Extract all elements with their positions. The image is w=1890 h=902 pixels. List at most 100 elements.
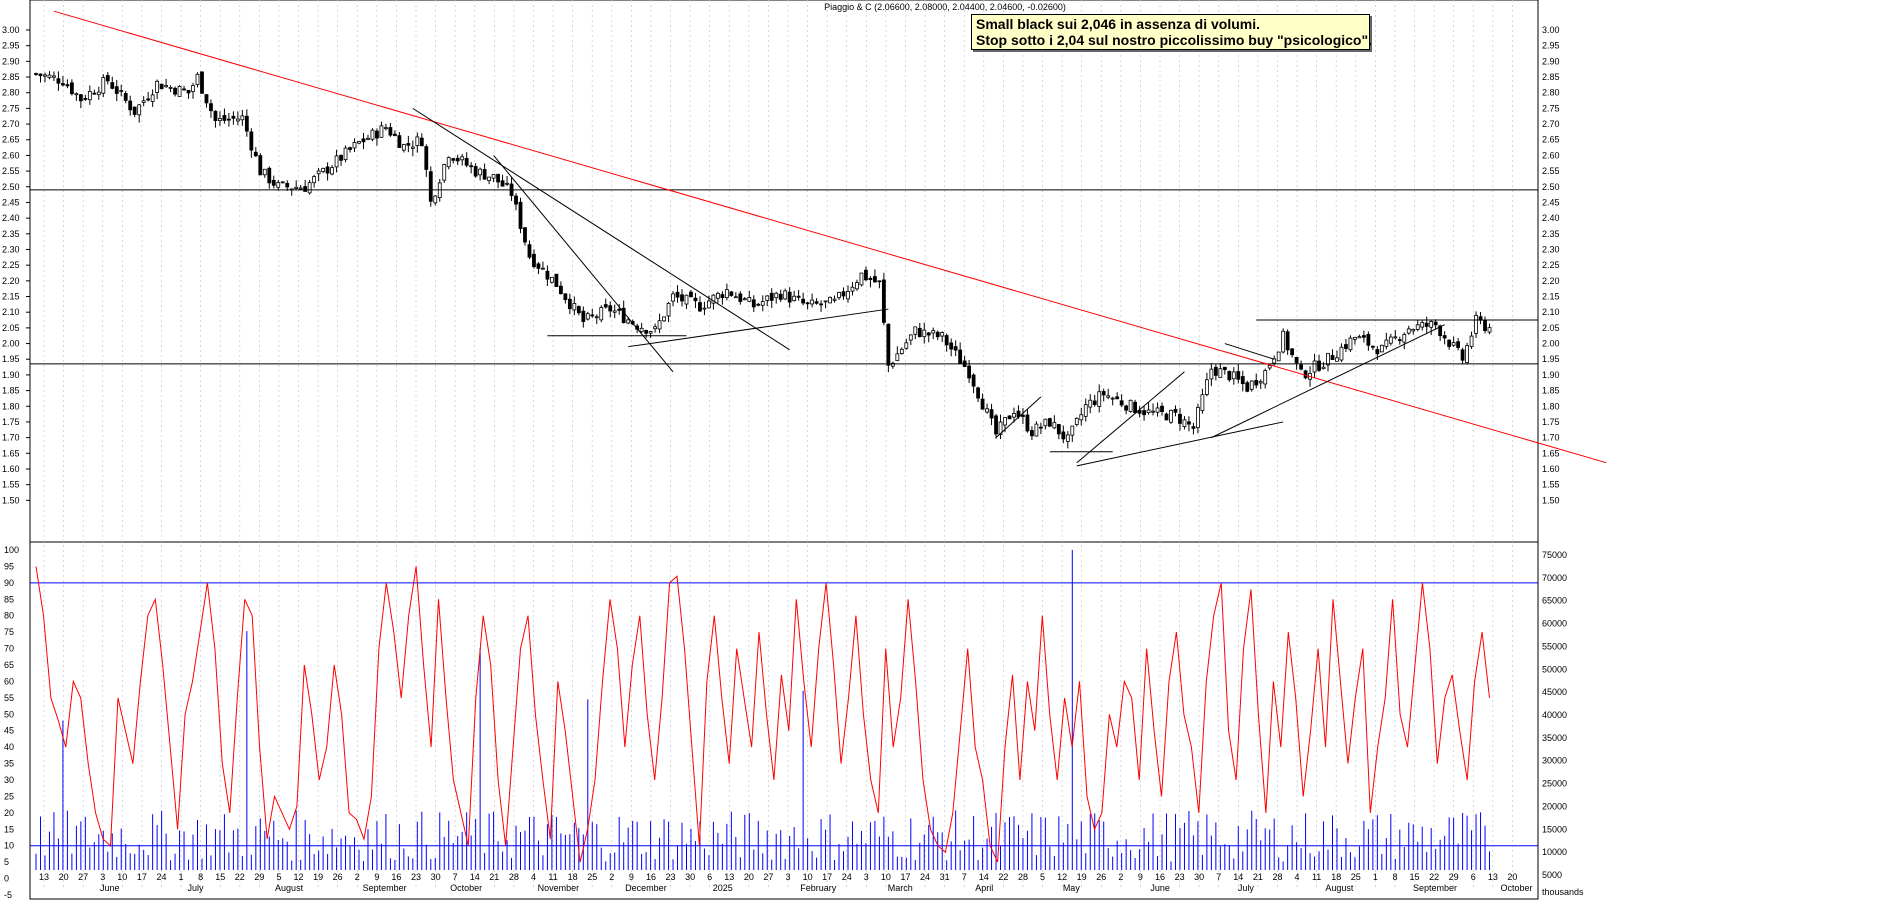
oscillator-axis-label: 100 — [4, 545, 19, 555]
candle-down — [1330, 355, 1335, 360]
price-axis-label-left: 2.15 — [2, 292, 20, 302]
price-axis-label-left: 1.50 — [2, 495, 20, 505]
candle-down — [303, 186, 308, 192]
candle-down — [1366, 333, 1371, 346]
candle-up — [895, 353, 900, 362]
candle-down — [182, 88, 186, 91]
candle-up — [316, 170, 321, 175]
candle-up — [1052, 422, 1057, 429]
candle-up — [410, 146, 415, 149]
candle-down — [222, 115, 227, 121]
candle-up — [1348, 337, 1353, 351]
candle-down — [455, 157, 460, 162]
candle-down — [608, 305, 613, 312]
grid — [26, 0, 1539, 900]
candle-down — [200, 71, 204, 94]
candle-up — [357, 141, 361, 144]
candle-down — [576, 306, 581, 314]
candle-down — [819, 303, 823, 306]
candle-down — [128, 100, 133, 111]
candle-down — [1213, 366, 1218, 376]
candle-up — [837, 292, 841, 298]
x-tick-label: 4 — [531, 872, 536, 882]
black-trendline — [1076, 421, 1284, 467]
candle-up — [765, 295, 770, 301]
black-trendline — [628, 308, 889, 348]
candle-down — [38, 73, 43, 77]
candle-down — [886, 323, 891, 366]
candle-down — [796, 295, 801, 298]
candle-down — [1397, 339, 1402, 342]
x-tick-label: 7 — [962, 872, 967, 882]
x-tick-label: 28 — [1018, 872, 1028, 882]
candle-down — [231, 115, 236, 119]
x-tick-label: 9 — [629, 872, 634, 882]
candle-down — [1137, 409, 1142, 414]
candle-down — [590, 314, 595, 317]
black-trendline — [1211, 324, 1445, 439]
x-tick-label: 27 — [763, 872, 773, 882]
x-month-label: June — [1150, 883, 1170, 893]
volume-axis-label: 65000 — [1542, 596, 1567, 606]
price-axis-label-right: 1.90 — [1542, 370, 1560, 380]
candle-down — [621, 307, 626, 324]
candle-up — [832, 298, 837, 301]
candle-down — [729, 291, 734, 296]
candle-up — [671, 293, 675, 302]
oscillator-axis-label: 60 — [4, 676, 14, 686]
price-axis-label-right: 2.55 — [1542, 166, 1560, 176]
candle-up — [1146, 409, 1151, 414]
candle-down — [1299, 364, 1303, 370]
price-axis-label-right: 1.75 — [1542, 417, 1560, 427]
x-month-label: August — [275, 883, 304, 893]
candle-up — [1272, 358, 1277, 364]
price-axis-label-right: 1.65 — [1542, 448, 1560, 458]
candle-up — [1415, 324, 1420, 330]
x-tick-label: 15 — [1410, 872, 1420, 882]
candle-up — [119, 90, 124, 92]
trendlines — [30, 10, 1607, 467]
candle-up — [1074, 417, 1079, 425]
x-month-label: March — [888, 883, 913, 893]
candle-down — [1442, 335, 1447, 339]
price-axis-label-right: 2.75 — [1542, 103, 1560, 113]
price-axis-label-left: 2.40 — [2, 213, 20, 223]
x-month-label: June — [100, 883, 120, 893]
candle-down — [1424, 322, 1429, 327]
candle-down — [518, 201, 523, 229]
x-tick-label: 29 — [1449, 872, 1459, 882]
candle-down — [756, 303, 761, 306]
oscillator-axis-label: 50 — [4, 709, 14, 719]
candle-up — [1406, 328, 1411, 334]
price-axis-label-left: 2.95 — [2, 41, 20, 51]
candle-down — [209, 103, 213, 112]
x-tick-label: 22 — [1429, 872, 1439, 882]
candle-up — [150, 94, 155, 102]
x-month-label: July — [188, 883, 205, 893]
price-axis-label-left: 2.00 — [2, 339, 20, 349]
candle-down — [1030, 430, 1034, 437]
price-axis-label-right: 2.60 — [1542, 150, 1560, 160]
candle-down — [877, 280, 882, 283]
price-axis-label-right: 2.50 — [1542, 182, 1560, 192]
candle-up — [262, 168, 267, 176]
candle-up — [653, 326, 657, 330]
x-tick-label: 14 — [1233, 872, 1243, 882]
candle-down — [967, 365, 972, 379]
candle-down — [1303, 370, 1308, 379]
candle-down — [545, 270, 550, 280]
axes: 13 20 27 3 10 17 24 1 8 15 22 29 5 12 19 26 2 9 16 23 30 7 14 2… — [2, 25, 1584, 900]
price-axis-label-right: 2.15 — [1542, 292, 1560, 302]
candle-up — [101, 77, 106, 94]
x-tick-label: 16 — [391, 872, 401, 882]
candle-up — [855, 282, 859, 290]
price-axis-label-right: 2.90 — [1542, 56, 1560, 66]
candle-up — [370, 129, 375, 140]
candle-up — [594, 316, 599, 319]
candle-up — [859, 272, 864, 286]
price-axis-label-right: 1.95 — [1542, 354, 1560, 364]
candle-up — [446, 157, 451, 168]
candle-down — [258, 155, 263, 176]
x-tick-label: 7 — [1216, 872, 1221, 882]
candle-down — [698, 302, 702, 312]
